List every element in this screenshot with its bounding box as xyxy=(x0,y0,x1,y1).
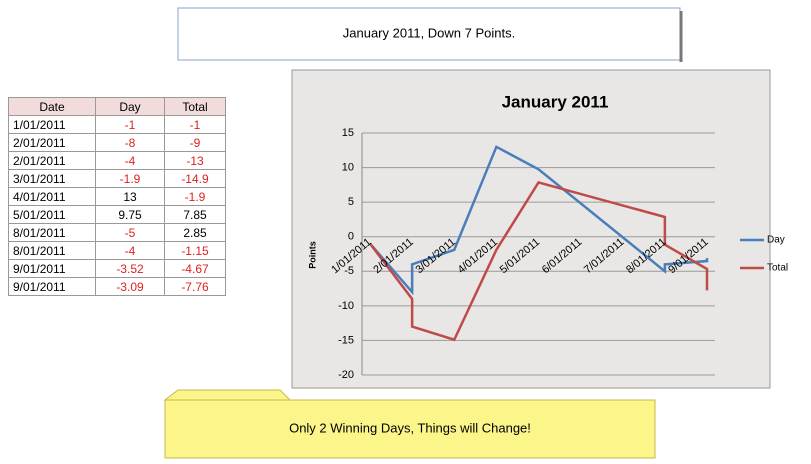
header-cell: Date xyxy=(9,98,96,116)
table-cell: 8/01/2011 xyxy=(9,224,96,242)
table-cell: -13 xyxy=(165,152,226,170)
y-tick-label: 10 xyxy=(342,161,354,173)
table-cell: 9.75 xyxy=(96,206,165,224)
table-cell: 2/01/2011 xyxy=(9,134,96,152)
table-cell: -4 xyxy=(96,152,165,170)
chart-title: January 2011 xyxy=(502,92,609,111)
header-cell: Day xyxy=(96,98,165,116)
table-cell: -1.15 xyxy=(165,242,226,260)
table-cell: -1.9 xyxy=(165,188,226,206)
page: January 2011, Down 7 Points. January 201… xyxy=(0,0,811,464)
table-cell: -8 xyxy=(96,134,165,152)
table-cell: -4.67 xyxy=(165,260,226,278)
table-cell: 2.85 xyxy=(165,224,226,242)
banner-text: January 2011, Down 7 Points. xyxy=(343,25,515,40)
y-tick-label: 0 xyxy=(348,231,354,243)
header-cell: Total xyxy=(165,98,226,116)
table-row: 3/01/2011-1.9-14.9 xyxy=(9,170,226,188)
table-cell: 3/01/2011 xyxy=(9,170,96,188)
table-cell: -9 xyxy=(165,134,226,152)
table-cell: -3.09 xyxy=(96,278,165,296)
table-cell: 9/01/2011 xyxy=(9,278,96,296)
table-row: 1/01/2011-1-1 xyxy=(9,116,226,134)
table-cell: 4/01/2011 xyxy=(9,188,96,206)
table-cell: 1/01/2011 xyxy=(9,116,96,134)
table-cell: 8/01/2011 xyxy=(9,242,96,260)
table-row: 2/01/2011-8-9 xyxy=(9,134,226,152)
table-cell: -1 xyxy=(165,116,226,134)
table-cell: 9/01/2011 xyxy=(9,260,96,278)
table-cell: -5 xyxy=(96,224,165,242)
table-cell: -4 xyxy=(96,242,165,260)
table-row: 9/01/2011-3.52-4.67 xyxy=(9,260,226,278)
table-row: 8/01/2011-4-1.15 xyxy=(9,242,226,260)
y-tick-label: -10 xyxy=(338,300,354,312)
table-cell: 7.85 xyxy=(165,206,226,224)
table-cell: -14.9 xyxy=(165,170,226,188)
y-tick-label: -15 xyxy=(338,334,354,346)
table-cell: -7.76 xyxy=(165,278,226,296)
callout-tail xyxy=(165,390,290,400)
table-cell: 2/01/2011 xyxy=(9,152,96,170)
table-cell: -3.52 xyxy=(96,260,165,278)
y-tick-label: 5 xyxy=(348,196,354,208)
callout-text: Only 2 Winning Days, Things will Change! xyxy=(289,420,531,435)
legend-label: Day xyxy=(767,235,785,246)
y-tick-label: 15 xyxy=(342,127,354,139)
table-cell: 5/01/2011 xyxy=(9,206,96,224)
legend-label: Total xyxy=(767,263,788,274)
table-row: 9/01/2011-3.09-7.76 xyxy=(9,278,226,296)
table-cell: -1 xyxy=(96,116,165,134)
table-cell: -1.9 xyxy=(96,170,165,188)
table-cell: 13 xyxy=(96,188,165,206)
table-row: 2/01/2011-4-13 xyxy=(9,152,226,170)
y-tick-label: -20 xyxy=(338,369,354,381)
y-axis-label: Points xyxy=(307,241,317,269)
